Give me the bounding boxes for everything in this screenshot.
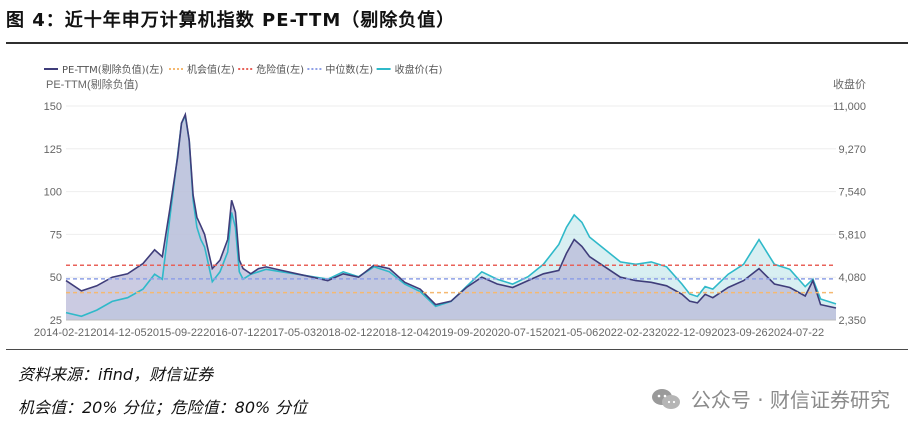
right-tick-label: 11,000	[833, 101, 866, 113]
chart-legend: PE-TTM(剔除负值)(左) 机会值(左) 危险值(左) 中位数(左) 收盘价(右)	[44, 63, 443, 76]
x-tick-label: 2021-05-06	[542, 327, 598, 339]
right-tick-label: 5,810	[838, 229, 866, 241]
wechat-icon	[651, 388, 680, 409]
x-tick-label: 2018-12-04	[373, 327, 429, 339]
x-axis-ticks: 2014-02-21 2014-12-05 2015-09-22 2016-07-12…	[34, 319, 836, 339]
x-tick-label: 2024-07-22	[768, 327, 824, 339]
x-tick-label: 2018-02-12	[316, 327, 372, 339]
reference-lines	[66, 264, 836, 294]
left-tick-label: 25	[50, 315, 62, 327]
left-tick-label: 50	[50, 272, 62, 284]
right-axis-label: 收盘价	[833, 77, 866, 91]
footer-divider	[6, 349, 908, 350]
pe-ttm-chart: PE-TTM(剔除负值)(左) 机会值(左) 危险值(左) 中位数(左) 收盘价(右) …	[34, 63, 866, 339]
x-tick-label: 2019-09-20	[429, 327, 485, 339]
x-tick-label: 2022-02-23	[598, 327, 654, 339]
left-tick-label: 150	[44, 101, 62, 113]
x-tick-label: 2022-12-09	[655, 327, 711, 339]
title-divider	[6, 42, 908, 44]
source-note: 资料来源：ifind，财信证券	[18, 365, 214, 384]
watermark: 公众号 · 财信证券研究	[651, 384, 890, 413]
left-tick-label: 100	[44, 187, 62, 199]
price-area	[66, 115, 836, 321]
x-tick-label: 2015-09-22	[147, 327, 203, 339]
figure-title: 图 4：近十年申万计算机指数 PE-TTM（剔除负值）	[6, 10, 456, 31]
left-tick-label: 125	[44, 144, 62, 156]
legend-label-danger: 危险值(左)	[256, 63, 304, 76]
legend-label-pe: PE-TTM(剔除负值)(左)	[62, 63, 163, 76]
right-tick-label: 4,080	[838, 272, 866, 284]
legend-label-price: 收盘价(右)	[395, 63, 443, 76]
left-axis-ticks: 150 125 100 75 50 25	[44, 101, 62, 327]
right-axis-ticks: 11,000 9,270 7,540 5,810 4,080 2,350	[833, 101, 866, 327]
x-tick-label: 2020-07-15	[486, 327, 542, 339]
right-tick-label: 9,270	[838, 144, 866, 156]
left-tick-label: 75	[50, 229, 62, 241]
x-tick-label: 2014-02-21	[34, 327, 90, 339]
x-tick-label: 2017-05-03	[260, 327, 316, 339]
left-axis-label: PE-TTM(剔除负值)	[46, 77, 138, 91]
right-tick-label: 7,540	[838, 187, 866, 199]
legend-label-opportunity: 机会值(左)	[187, 63, 235, 76]
x-tick-label: 2014-12-05	[90, 327, 146, 339]
x-tick-label: 2023-09-26	[711, 327, 767, 339]
x-tick-label: 2016-07-12	[203, 327, 259, 339]
series-area	[65, 111, 837, 321]
pe-line	[65, 111, 837, 309]
percentile-note: 机会值：20% 分位；危险值：80% 分位	[18, 398, 308, 417]
legend-label-median: 中位数(左)	[325, 63, 373, 76]
watermark-text: 公众号 · 财信证券研究	[690, 388, 890, 412]
right-tick-label: 2,350	[838, 315, 866, 327]
